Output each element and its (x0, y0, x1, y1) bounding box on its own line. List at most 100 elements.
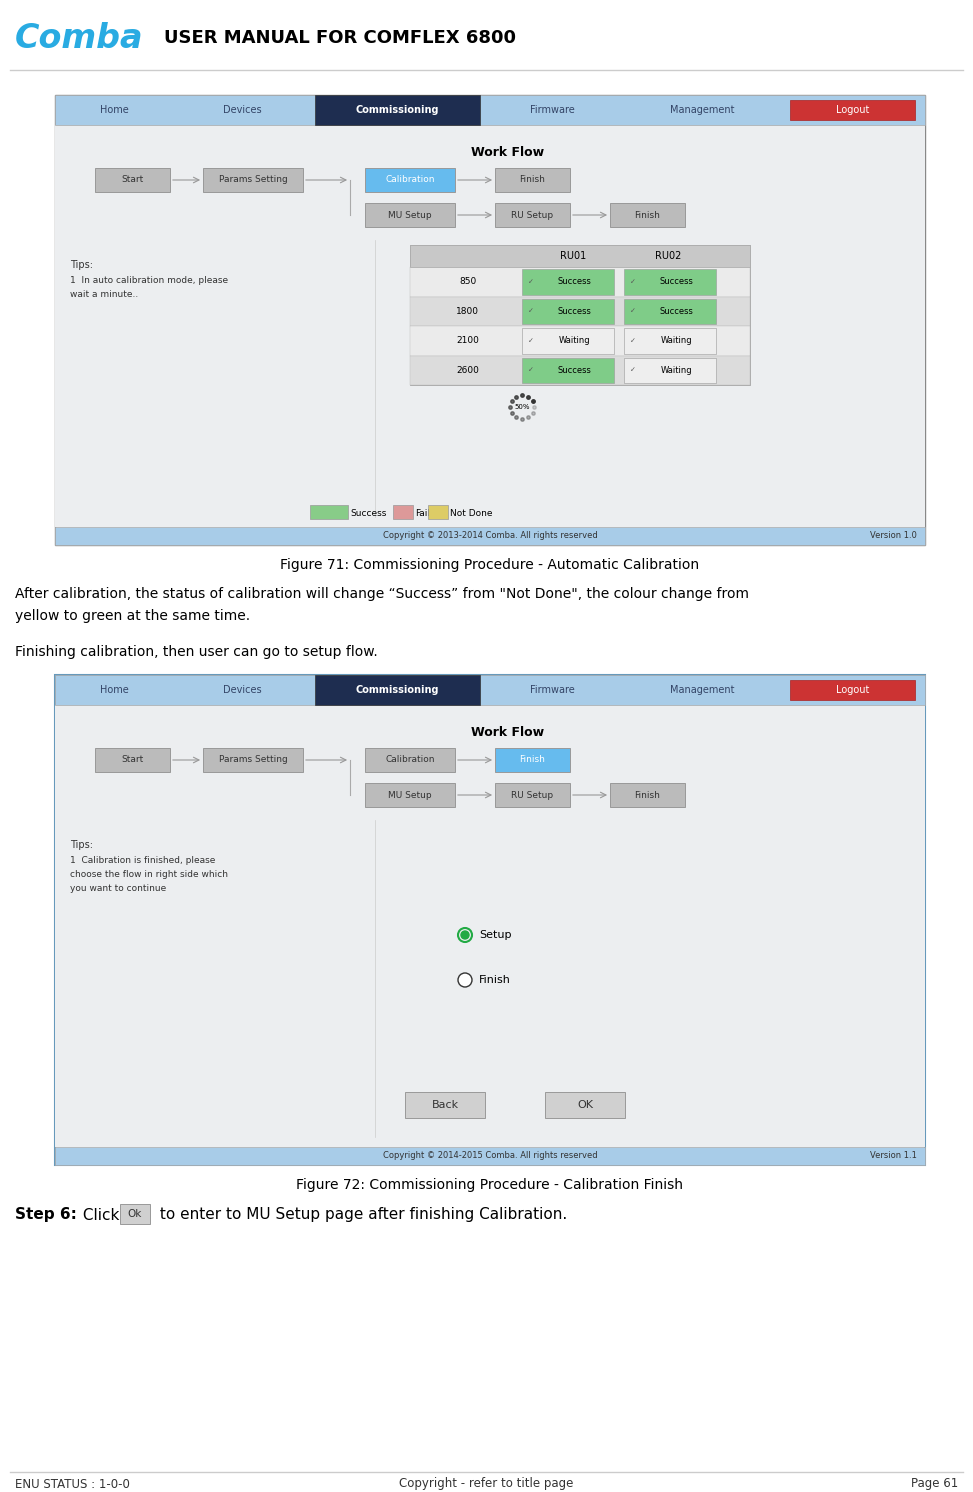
Bar (55, 527, 925, 545)
Text: RU02: RU02 (655, 251, 682, 261)
Bar (365, 783, 455, 807)
Bar (410, 267, 750, 297)
Text: RU Setup: RU Setup (512, 791, 554, 800)
Text: OK: OK (577, 1100, 593, 1110)
Text: RU01: RU01 (560, 251, 587, 261)
Bar (365, 747, 455, 771)
Text: Start: Start (122, 176, 144, 185)
Text: Finish: Finish (479, 974, 511, 985)
Bar (790, 680, 915, 700)
Bar (55, 95, 925, 125)
Bar (315, 95, 480, 125)
Text: ✓: ✓ (630, 309, 635, 315)
Circle shape (461, 931, 469, 938)
Text: choose the flow in right side which: choose the flow in right side which (70, 870, 228, 879)
Text: Calibration: Calibration (385, 755, 435, 764)
Text: Ok: Ok (127, 1209, 142, 1219)
Text: 1800: 1800 (456, 307, 480, 316)
Text: Version 1.0: Version 1.0 (870, 531, 917, 540)
Bar (495, 747, 570, 771)
Text: Success: Success (558, 307, 592, 316)
Bar (95, 169, 170, 192)
Bar (365, 203, 455, 227)
Text: to enter to MU Setup page after finishing Calibration.: to enter to MU Setup page after finishin… (155, 1207, 567, 1222)
Text: Finish: Finish (520, 176, 546, 185)
Circle shape (458, 973, 472, 986)
Text: Waiting: Waiting (661, 336, 693, 345)
Text: Firmware: Firmware (530, 104, 575, 115)
Text: ✓: ✓ (630, 367, 635, 373)
Bar (625, 269, 716, 294)
Text: Tips:: Tips: (70, 840, 93, 850)
Text: USER MANUAL FOR COMFLEX 6800: USER MANUAL FOR COMFLEX 6800 (164, 28, 516, 48)
Text: Success: Success (660, 307, 694, 316)
Text: Success: Success (660, 278, 694, 286)
Bar (203, 169, 303, 192)
Text: Figure 71: Commissioning Procedure - Automatic Calibration: Figure 71: Commissioning Procedure - Aut… (280, 558, 700, 571)
Text: Firmware: Firmware (530, 685, 575, 695)
Text: Finish: Finish (520, 755, 546, 764)
Bar (523, 298, 614, 324)
Bar (625, 328, 716, 354)
Text: Params Setting: Params Setting (219, 755, 287, 764)
Text: Finishing calibration, then user can go to setup flow.: Finishing calibration, then user can go … (15, 645, 378, 659)
Text: you want to continue: you want to continue (70, 883, 166, 894)
Text: Fail: Fail (415, 509, 430, 518)
Text: 50%: 50% (515, 404, 530, 410)
Bar (55, 125, 925, 527)
Bar (523, 358, 614, 383)
Bar (410, 297, 750, 325)
Text: 1  Calibration is finished, please: 1 Calibration is finished, please (70, 856, 215, 865)
Bar (55, 674, 925, 706)
Text: Comba: Comba (15, 21, 143, 55)
Text: Version 1.1: Version 1.1 (870, 1152, 917, 1161)
Text: ✓: ✓ (630, 337, 635, 343)
Bar (410, 325, 750, 355)
Text: After calibration, the status of calibration will change “Success” from "Not Don: After calibration, the status of calibra… (15, 586, 749, 601)
Text: Success: Success (558, 366, 592, 374)
Text: MU Setup: MU Setup (388, 791, 432, 800)
Text: 850: 850 (459, 278, 477, 286)
Text: Copyright - refer to title page: Copyright - refer to title page (399, 1477, 573, 1491)
Text: 1  In auto calibration mode, please: 1 In auto calibration mode, please (70, 276, 228, 285)
Bar (310, 504, 348, 519)
Text: 2600: 2600 (456, 366, 480, 374)
Text: yellow to green at the same time.: yellow to green at the same time. (15, 609, 250, 624)
Text: Finish: Finish (634, 791, 661, 800)
Bar (405, 1092, 485, 1118)
Text: Logout: Logout (836, 685, 869, 695)
Text: Not Done: Not Done (450, 509, 492, 518)
Text: RU Setup: RU Setup (512, 210, 554, 219)
Bar (410, 245, 750, 267)
Bar (410, 245, 750, 385)
Text: Back: Back (431, 1100, 458, 1110)
Bar (55, 95, 925, 545)
Text: Logout: Logout (836, 104, 869, 115)
Text: Success: Success (558, 278, 592, 286)
Text: Commissioning: Commissioning (356, 685, 439, 695)
Bar (315, 674, 480, 706)
Text: Devices: Devices (223, 104, 262, 115)
Text: Success: Success (350, 509, 386, 518)
Text: ✓: ✓ (527, 367, 533, 373)
Text: ✓: ✓ (527, 337, 533, 343)
Bar (625, 298, 716, 324)
Bar (428, 504, 448, 519)
Text: Figure 72: Commissioning Procedure - Calibration Finish: Figure 72: Commissioning Procedure - Cal… (297, 1179, 683, 1192)
Text: Work Flow: Work Flow (471, 727, 544, 740)
Text: ✓: ✓ (630, 279, 635, 285)
Bar (523, 269, 614, 294)
Bar (625, 358, 716, 383)
Bar (410, 355, 750, 385)
Text: Management: Management (670, 685, 735, 695)
Bar (523, 328, 614, 354)
Text: Params Setting: Params Setting (219, 176, 287, 185)
Bar (495, 783, 570, 807)
Bar (203, 747, 303, 771)
Text: MU Setup: MU Setup (388, 210, 432, 219)
Bar (610, 783, 685, 807)
Text: wait a minute..: wait a minute.. (70, 289, 138, 298)
Bar (365, 169, 455, 192)
Text: Copyright © 2013-2014 Comba. All rights reserved: Copyright © 2013-2014 Comba. All rights … (382, 531, 597, 540)
Text: Devices: Devices (223, 685, 262, 695)
